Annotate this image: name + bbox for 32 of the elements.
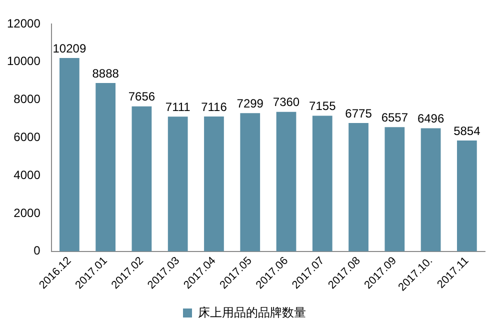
data-label: 7299: [236, 96, 264, 110]
bar: [168, 116, 188, 252]
y-tick-label: 4000: [14, 168, 41, 182]
bar: [456, 140, 477, 252]
data-label: 7656: [128, 90, 156, 104]
bar: [204, 116, 224, 252]
bar: [96, 82, 116, 252]
bar: [312, 116, 332, 252]
bar: [60, 58, 80, 252]
bar: [348, 123, 368, 252]
data-label: 7116: [201, 100, 228, 114]
data-label: 7155: [309, 99, 336, 114]
data-label: 7360: [272, 95, 300, 110]
data-label: 7111: [165, 100, 191, 114]
data-label: 6557: [381, 110, 408, 124]
data-label: 6496: [417, 112, 444, 126]
y-tick-label: 12000: [6, 16, 41, 30]
data-label: 6775: [345, 106, 372, 120]
data-label: 8888: [92, 66, 120, 80]
data-label: 5854: [454, 124, 481, 138]
bar: [384, 127, 405, 252]
legend-label: 床上用品的品牌数量: [198, 305, 306, 320]
y-tick-label: 2000: [14, 206, 41, 220]
bar: [276, 112, 296, 252]
data-label: 10209: [52, 41, 86, 56]
y-tick-label: 10000: [6, 54, 41, 68]
bar: [240, 113, 260, 252]
bar: [420, 128, 441, 252]
y-tick-label: 6000: [14, 130, 41, 144]
bar: [132, 106, 152, 252]
y-tick-label: 0: [34, 244, 41, 258]
y-tick-label: 8000: [14, 92, 41, 106]
